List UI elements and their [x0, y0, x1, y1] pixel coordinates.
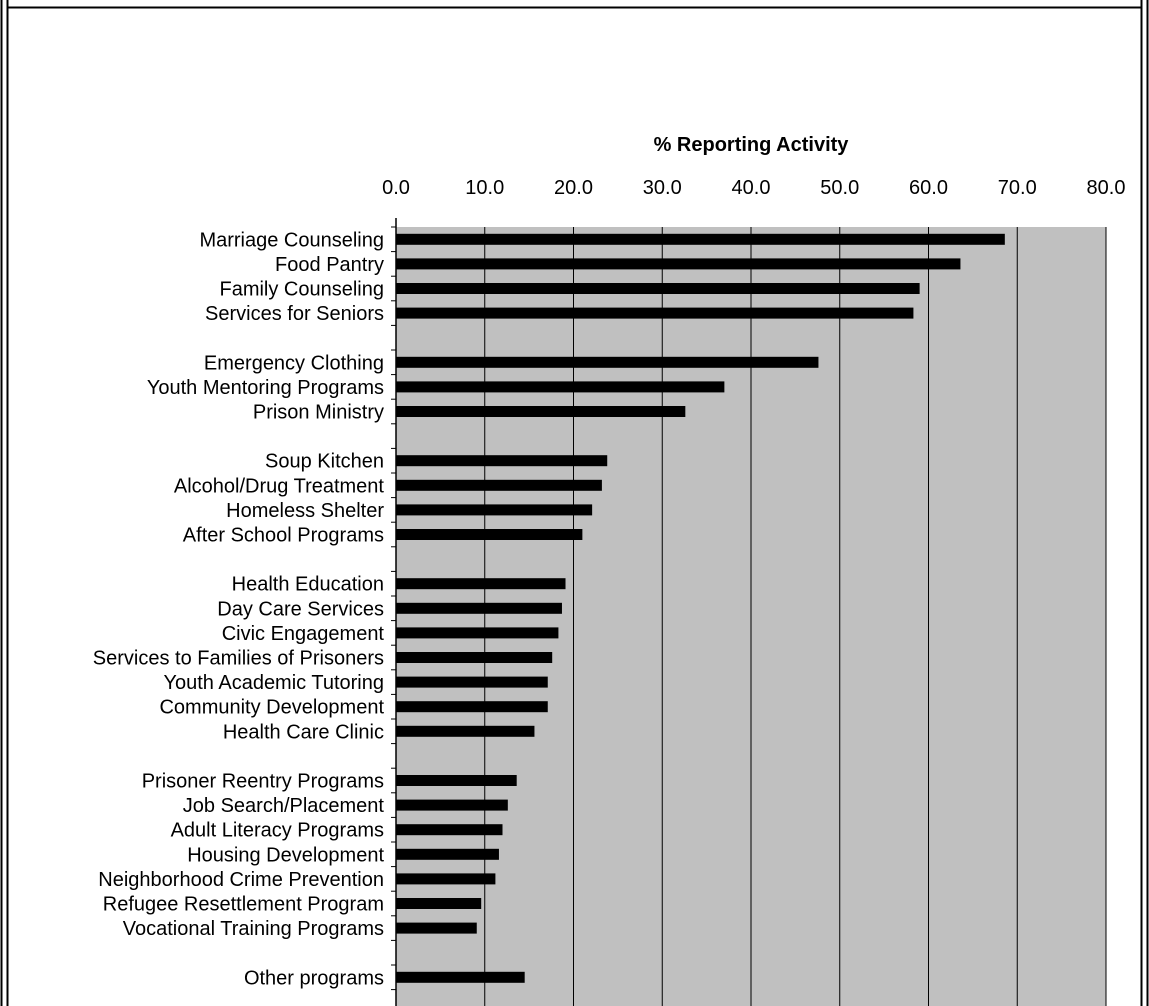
category-label: Alcohol/Drug Treatment [174, 475, 385, 497]
category-label: Marriage Counseling [199, 229, 384, 251]
category-label: Civic Engagement [222, 623, 385, 645]
x-tick-label: 10.0 [465, 177, 504, 199]
bar [396, 971, 525, 983]
bar [396, 479, 602, 491]
bar [396, 578, 566, 590]
category-label: Refugee Resettlement Program [103, 894, 384, 916]
bar [396, 504, 593, 516]
x-tick-label: 20.0 [554, 177, 593, 199]
x-tick-label: 60.0 [909, 177, 948, 199]
category-label: Health Education [232, 574, 384, 596]
bar [396, 873, 496, 885]
category-label: Prison Ministry [253, 402, 384, 424]
category-label: Youth Mentoring Programs [147, 377, 384, 399]
category-label: Prisoner Reentry Programs [142, 771, 384, 793]
bar [396, 381, 725, 393]
bar [396, 898, 482, 909]
category-label: Youth Academic Tutoring [163, 672, 384, 694]
category-label: Family Counseling [219, 279, 384, 301]
category-label: After School Programs [183, 525, 384, 547]
bar [396, 627, 559, 639]
bar [396, 775, 517, 786]
x-tick-label: 70.0 [998, 177, 1037, 199]
category-label: Housing Development [187, 844, 384, 866]
bar [396, 529, 583, 540]
category-label: Other programs [244, 967, 384, 989]
x-tick-label: 0.0 [382, 177, 410, 199]
category-label: Neighborhood Crime Prevention [98, 869, 384, 891]
x-tick-label: 40.0 [732, 177, 771, 199]
category-label: Food Pantry [275, 254, 384, 276]
bar [396, 283, 920, 294]
bar [396, 701, 548, 713]
x-tick-label: 80.0 [1087, 177, 1126, 199]
bar [396, 652, 553, 663]
bar [396, 356, 819, 368]
y-axis [391, 218, 397, 1006]
category-label: Soup Kitchen [265, 451, 384, 473]
x-axis-title: % Reporting Activity [654, 134, 850, 156]
bar [396, 848, 499, 860]
category-label: Emergency Clothing [204, 352, 384, 374]
category-labels: Marriage Counseling Food Pantry Family Cou… [93, 229, 385, 989]
bar [396, 455, 608, 467]
x-tick-label: 30.0 [643, 177, 682, 199]
category-label: Job Search/Placement [183, 795, 385, 817]
category-label: Health Care Clinic [223, 721, 384, 743]
bar [396, 233, 1005, 245]
x-axis: 0.0 10.0 20.0 30.0 40.0 50.0 60.0 70.0 80.0 [382, 177, 1125, 199]
bar [396, 799, 508, 811]
bar [396, 676, 548, 688]
x-tick-label: 50.0 [820, 177, 859, 199]
bar [396, 725, 535, 737]
bar [396, 406, 686, 417]
category-label: Services to Families of Prisoners [93, 648, 384, 670]
bar [396, 922, 477, 934]
category-label: Services for Seniors [205, 303, 384, 325]
bars [396, 233, 1005, 983]
bar [396, 258, 961, 270]
category-label: Community Development [159, 697, 384, 719]
category-label: Adult Literacy Programs [171, 820, 384, 842]
bar [396, 824, 503, 836]
category-label: Day Care Services [217, 598, 384, 620]
bar [396, 307, 914, 319]
category-label: Homeless Shelter [226, 500, 384, 522]
category-label: Vocational Training Programs [123, 918, 384, 940]
bar [396, 602, 562, 614]
